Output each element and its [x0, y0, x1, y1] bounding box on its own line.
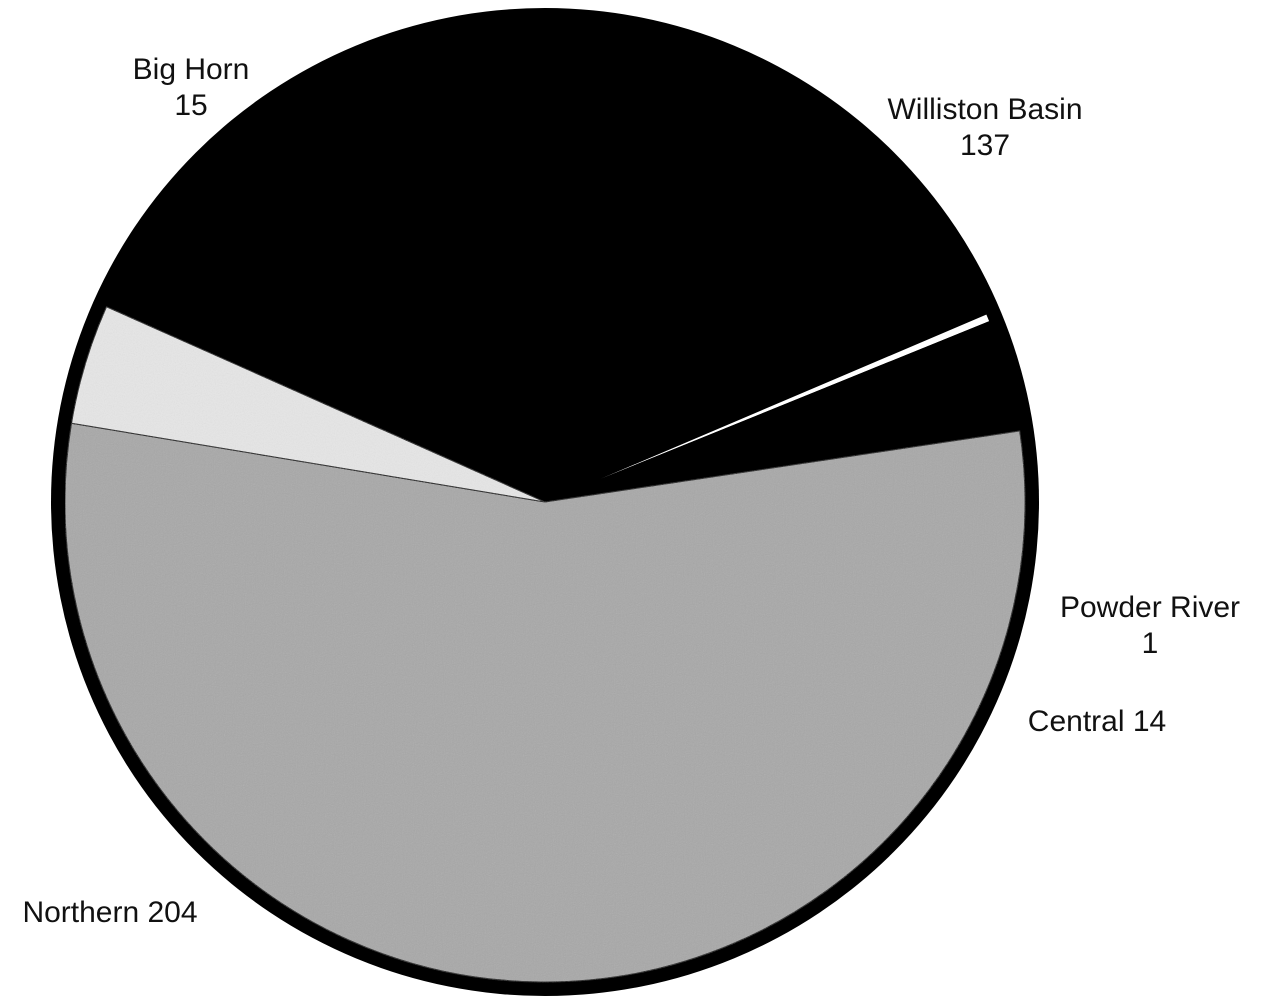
- slice-label-line: 15: [174, 89, 207, 122]
- slice-label-big-horn: Big Horn 15: [133, 53, 250, 122]
- pie-slice-williston-basin: [105, 21, 988, 503]
- slice-label-line: 137: [960, 129, 1010, 162]
- slice-label-line: Williston Basin: [887, 93, 1082, 126]
- slice-label-line: 1: [1142, 627, 1159, 660]
- slice-label-central: Central 14: [1028, 705, 1166, 738]
- slice-label-line: Central 14: [1028, 705, 1166, 738]
- slice-label-northern: Northern 204: [22, 896, 197, 929]
- pie-slice-northern: [64, 422, 1026, 983]
- slice-label-williston-basin: Williston Basin 137: [887, 93, 1082, 162]
- pie-labels: Williston Basin 137 Powder River 1 Central 1…: [22, 53, 1240, 929]
- slice-label-line: Big Horn: [133, 53, 250, 86]
- pie-slices: [64, 21, 1026, 983]
- pie-slice-big-horn: [70, 306, 546, 503]
- slice-label-line: Northern 204: [22, 896, 197, 929]
- slice-label-powder-river: Powder River 1: [1060, 591, 1240, 660]
- slice-label-line: Powder River: [1060, 591, 1240, 624]
